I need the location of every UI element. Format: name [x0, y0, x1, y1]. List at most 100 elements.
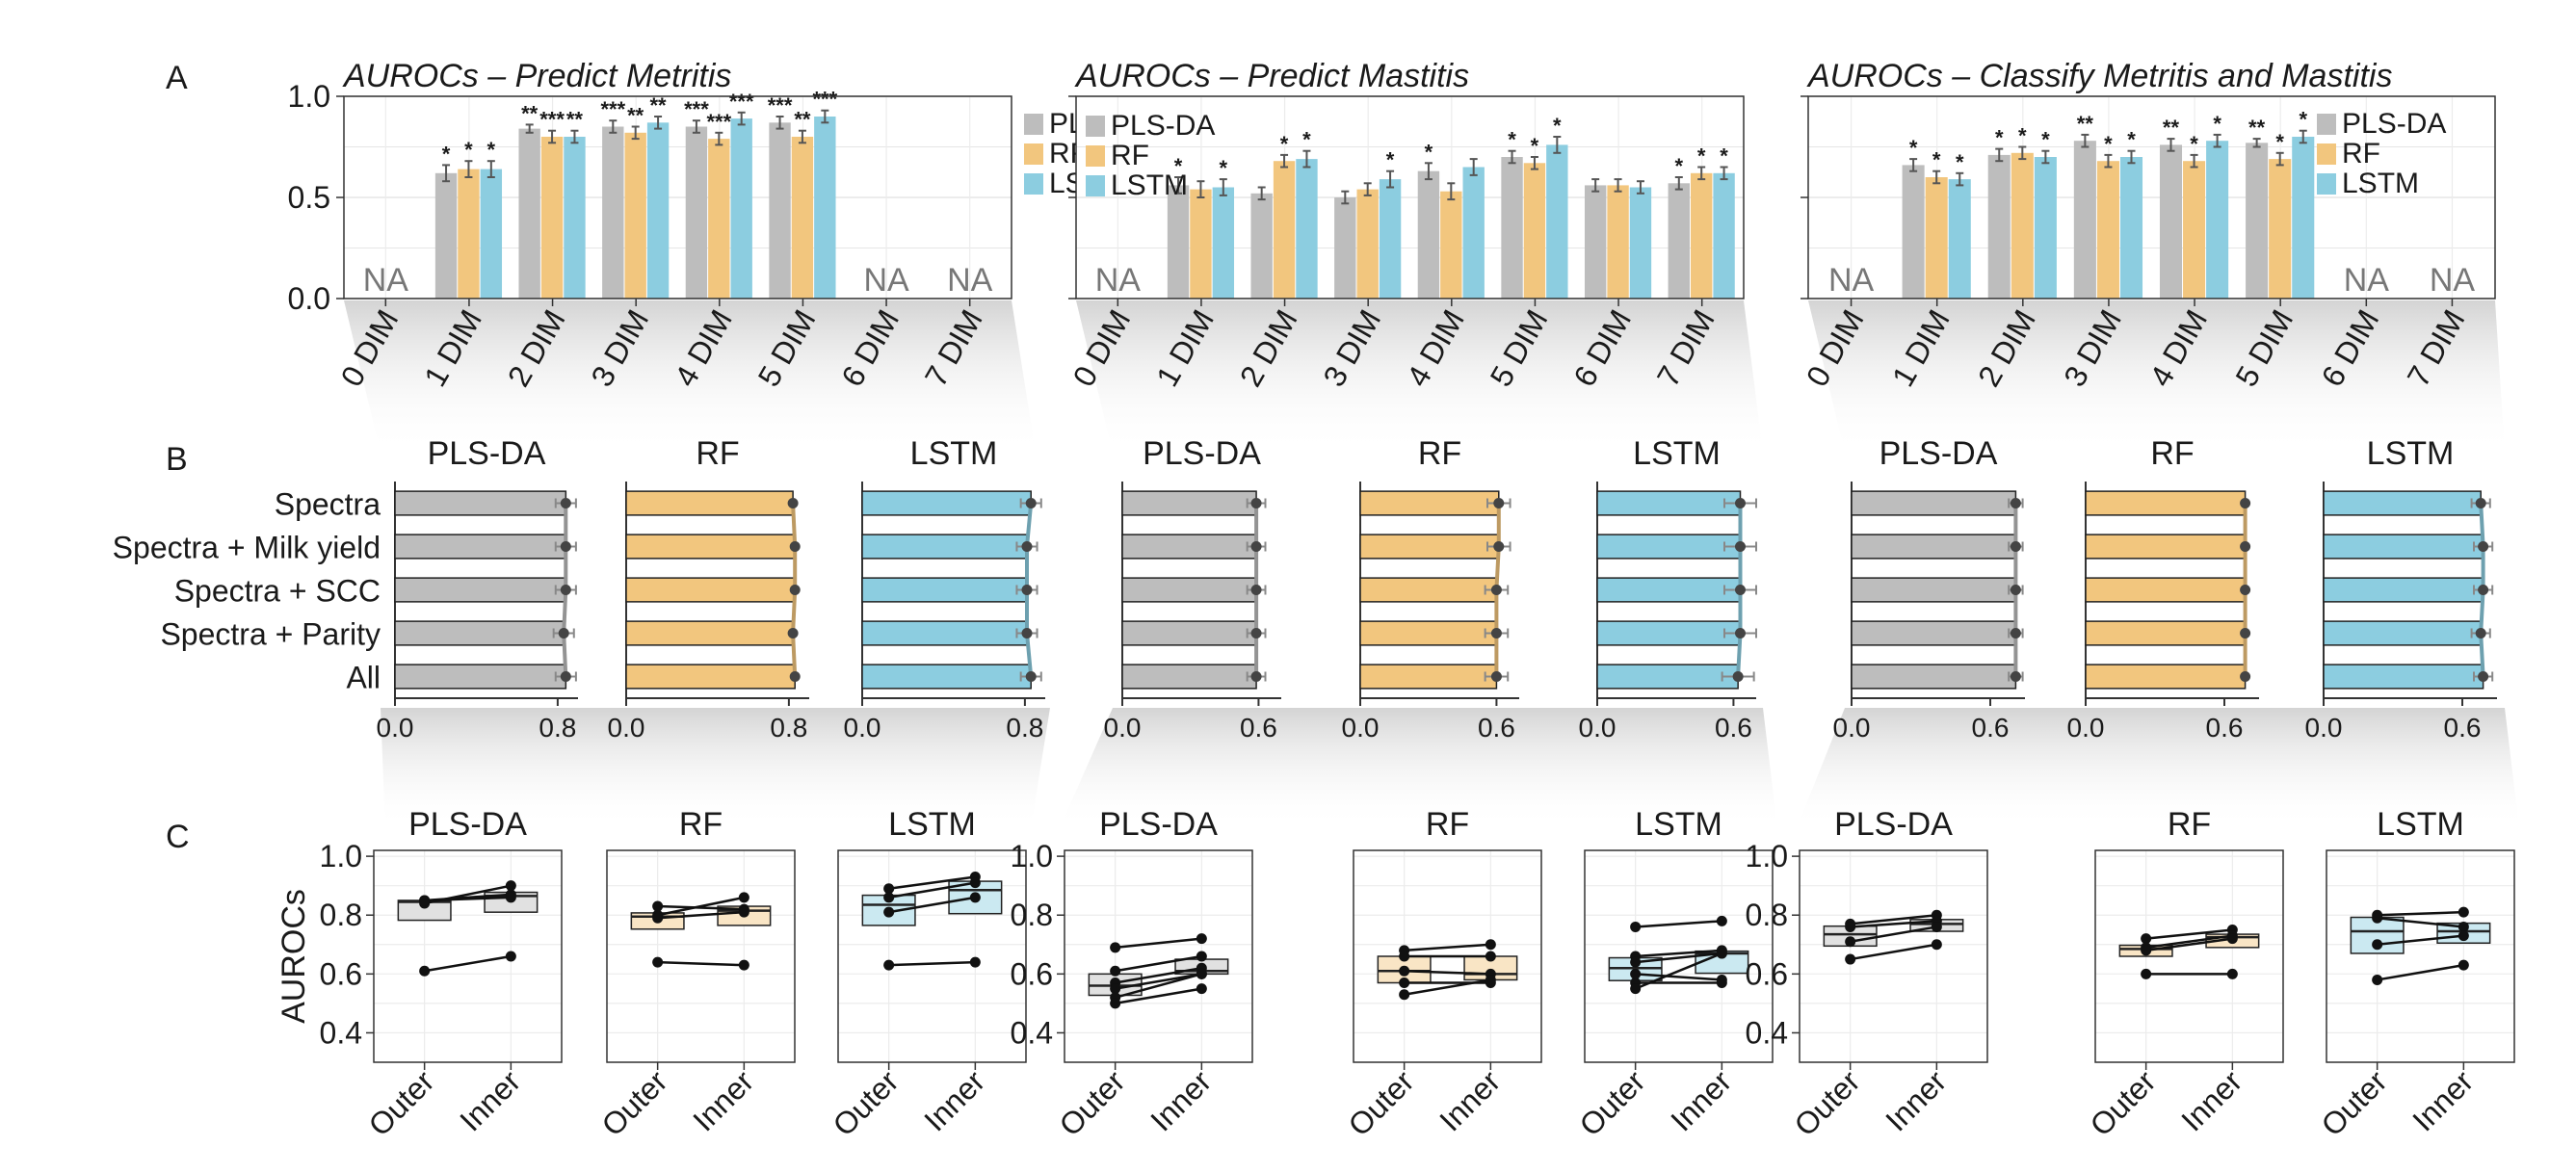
legend-swatch	[1086, 175, 1105, 196]
legend-swatch	[2317, 143, 2336, 165]
bar	[861, 577, 1028, 603]
legend-label: RF	[2342, 138, 2380, 169]
bar	[2292, 137, 2315, 299]
significance-star: *	[1220, 156, 1228, 180]
mean-point	[789, 585, 801, 595]
plot-frame	[373, 849, 563, 1063]
shade-b1	[381, 708, 1050, 828]
x-tick-label: 0.0	[377, 713, 414, 743]
panel-c-3-LSTM: LSTM Outer Inner	[2315, 806, 2515, 1143]
x-tick-label: 0.0	[1342, 713, 1380, 743]
point-outer	[2372, 912, 2383, 924]
significance-star: *	[487, 138, 496, 162]
x-tick-label: 0.0	[1579, 713, 1617, 743]
bar	[1596, 490, 1742, 516]
x-tick-label: Outer	[362, 1063, 441, 1142]
mean-point	[1735, 585, 1746, 595]
panel-c-2-PLS-DA: PLS-DA Outer Inner 0.4 0.6 0.8 1.0	[1011, 806, 1253, 1143]
significance-star: *	[2127, 128, 2136, 152]
point-inner	[505, 951, 516, 962]
bar	[2085, 620, 2247, 646]
point-outer	[419, 895, 431, 906]
bar	[394, 490, 567, 516]
x-tick-label: 0.0	[1833, 713, 1871, 743]
plot-background	[1800, 850, 1987, 1062]
shade-a2	[1076, 300, 1763, 453]
bar	[2034, 157, 2057, 299]
chart-title: AUROCs – Predict Metritis	[342, 58, 731, 94]
pair-line	[2377, 917, 2464, 928]
plot-background	[607, 850, 795, 1062]
legend-swatch	[1086, 116, 1105, 137]
x-tick-label: Inner	[1879, 1063, 1953, 1137]
x-tick-label: Outer	[1342, 1063, 1421, 1142]
bar	[2119, 157, 2143, 299]
y-tick-label: 1.0	[1746, 839, 1788, 873]
x-tick-label: 0.0	[2305, 713, 2343, 743]
x-tick-label: Inner	[1433, 1063, 1507, 1137]
facet-title: PLS-DA	[1143, 435, 1261, 472]
pair-line	[1404, 970, 1491, 976]
mean-point	[2475, 498, 2486, 508]
facet-title: RF	[1426, 806, 1469, 843]
x-tick-label: Inner	[2405, 1063, 2480, 1137]
panel-a-chart-1: NA* * *** *** ** *** ** ** ********* ********NA NA…	[288, 58, 1154, 392]
bar	[1629, 187, 1652, 299]
facet-title: PLS-DA	[428, 435, 546, 472]
point-outer	[1845, 936, 1856, 948]
bar	[1212, 187, 1235, 299]
bar	[1851, 490, 2017, 516]
bar	[1190, 189, 1212, 299]
x-tick-label: Outer	[1053, 1063, 1132, 1142]
mean-point	[2240, 498, 2251, 508]
plot-frame	[1353, 849, 1542, 1063]
significance-star: *	[2213, 112, 2221, 136]
bar	[1359, 620, 1498, 646]
pair-line	[2145, 934, 2233, 950]
bar	[2323, 577, 2484, 603]
significance-star: *	[1508, 128, 1516, 152]
mean-point	[560, 585, 571, 595]
bar	[602, 126, 624, 299]
pair-line	[2377, 910, 2464, 917]
na-label: NA	[863, 262, 909, 299]
bar	[2183, 161, 2206, 299]
pair-line	[1115, 973, 1202, 999]
bar	[2323, 620, 2482, 646]
mean-point	[2240, 585, 2251, 595]
mean-point	[2010, 498, 2021, 508]
point-inner	[1196, 983, 1207, 995]
facet-title: RF	[2168, 806, 2211, 843]
y-tick-label: 0.4	[1011, 1015, 1053, 1050]
point-outer	[2141, 945, 2152, 956]
point-outer	[1630, 968, 1642, 979]
x-tick-label: Outer	[595, 1063, 674, 1142]
significance-star: ***	[768, 93, 793, 117]
pair-line	[657, 896, 745, 917]
panel-b-1-RF: RF 0.0 0.8	[608, 435, 809, 743]
point-inner	[505, 880, 516, 892]
significance-star: **	[2077, 112, 2094, 136]
bar	[1713, 172, 1735, 299]
significance-star: *	[1932, 148, 1941, 172]
y-tick-label: 0.8	[1011, 898, 1053, 932]
na-label: NA	[2430, 262, 2476, 299]
mean-point	[787, 628, 799, 639]
significance-star: **	[650, 93, 668, 117]
significance-star: **	[2163, 116, 2180, 140]
point-outer	[1845, 921, 1856, 932]
point-outer	[652, 956, 664, 968]
bar	[2073, 141, 2096, 299]
point-inner	[2458, 921, 2469, 932]
mean-point	[2240, 628, 2251, 639]
pair-line	[2377, 963, 2464, 981]
facet-title: LSTM	[2377, 806, 2464, 843]
category-label: Spectra + Parity	[160, 617, 381, 652]
mean-point	[1250, 671, 1262, 682]
bar	[564, 137, 586, 299]
significance-star: *	[1909, 136, 1918, 160]
panel-b-1-PLS-DA: PLS-DA 0.0 0.8	[377, 435, 578, 743]
bar	[1987, 154, 2011, 299]
point-inner	[738, 906, 749, 918]
bar	[1462, 167, 1485, 299]
